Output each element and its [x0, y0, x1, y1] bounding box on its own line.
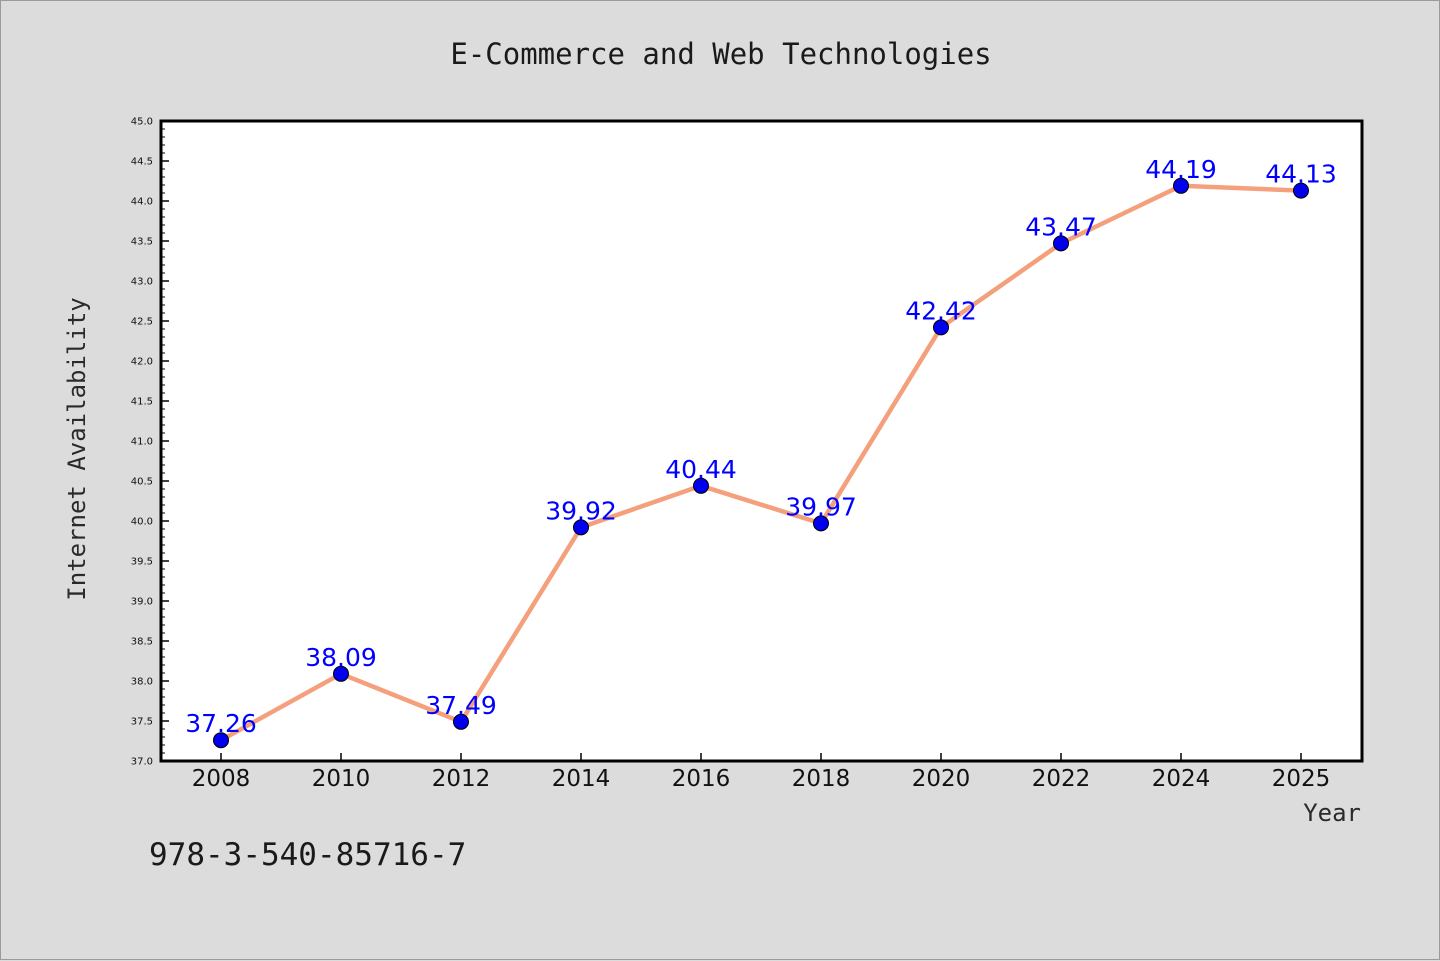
data-point	[693, 477, 709, 494]
y-tick-label: 44.5	[131, 157, 153, 168]
x-tick-label: 2020	[912, 766, 971, 792]
data-label: 44.13	[1265, 160, 1337, 189]
data-point	[1173, 177, 1189, 194]
chart-title: E-Commerce and Web Technologies	[450, 37, 991, 71]
data-point	[933, 319, 949, 336]
x-tick-label: 2022	[1032, 766, 1091, 792]
y-tick-label: 38.5	[131, 637, 153, 648]
data-point	[333, 665, 349, 682]
isbn-annotation: 978-3-540-85716-7	[149, 837, 466, 873]
x-axis-ticks: 2008 2010 2012 2014 2016 2018 2020 2022 2024 2025	[192, 753, 1331, 792]
y-tick-label: 40.5	[131, 477, 153, 488]
data-label: 37.49	[425, 691, 497, 720]
series-layer: 37.26 38.09 37.49 39.92 40.44 39.97 42.42 43.47…	[185, 155, 1337, 749]
data-label: 42.42	[905, 296, 977, 325]
y-tick-label: 41.0	[131, 437, 153, 448]
x-tick-label: 2024	[1152, 766, 1211, 792]
data-label: 39.97	[785, 492, 857, 521]
y-tick-label: 37.0	[131, 757, 153, 768]
series-line	[218, 183, 1304, 743]
y-axis-label: Internet Availability	[63, 297, 91, 600]
data-point	[813, 515, 829, 532]
x-tick-label: 2025	[1272, 766, 1331, 792]
x-tick-label: 2018	[792, 766, 851, 792]
x-axis-label: Year	[1303, 799, 1361, 827]
data-point	[1053, 235, 1069, 252]
data-label: 40.44	[665, 455, 737, 484]
y-tick-label: 43.5	[131, 237, 153, 248]
x-tick-label: 2014	[552, 766, 611, 792]
data-point	[573, 519, 589, 536]
data-point	[1293, 182, 1309, 199]
y-tick-label: 39.0	[131, 597, 153, 608]
y-axis-ticks: 37.0 37.5 38.0 38.5 39.0 39.5 40.0 40.5 41.0 41.5…	[131, 117, 169, 768]
y-tick-label: 41.5	[131, 397, 153, 408]
data-label: 44.19	[1145, 155, 1217, 184]
data-label: 39.92	[545, 496, 617, 525]
plot-area	[159, 119, 1364, 763]
x-tick-label: 2012	[432, 766, 491, 792]
y-tick-label: 42.0	[131, 357, 153, 368]
y-tick-label: 40.0	[131, 517, 153, 528]
data-label: 43.47	[1025, 212, 1097, 241]
x-tick-label: 2016	[672, 766, 731, 792]
y-tick-label: 43.0	[131, 277, 153, 288]
data-point	[453, 713, 469, 730]
y-tick-label: 45.0	[131, 117, 153, 128]
data-label: 37.26	[185, 709, 257, 738]
y-tick-label: 37.5	[131, 717, 153, 728]
y-tick-label: 38.0	[131, 677, 153, 688]
data-point	[213, 732, 229, 749]
y-tick-label: 39.5	[131, 557, 153, 568]
y-tick-label: 44.0	[131, 197, 153, 208]
data-label: 38.09	[305, 643, 377, 672]
x-tick-label: 2008	[192, 766, 251, 792]
x-tick-label: 2010	[312, 766, 371, 792]
y-tick-label: 42.5	[131, 317, 153, 328]
